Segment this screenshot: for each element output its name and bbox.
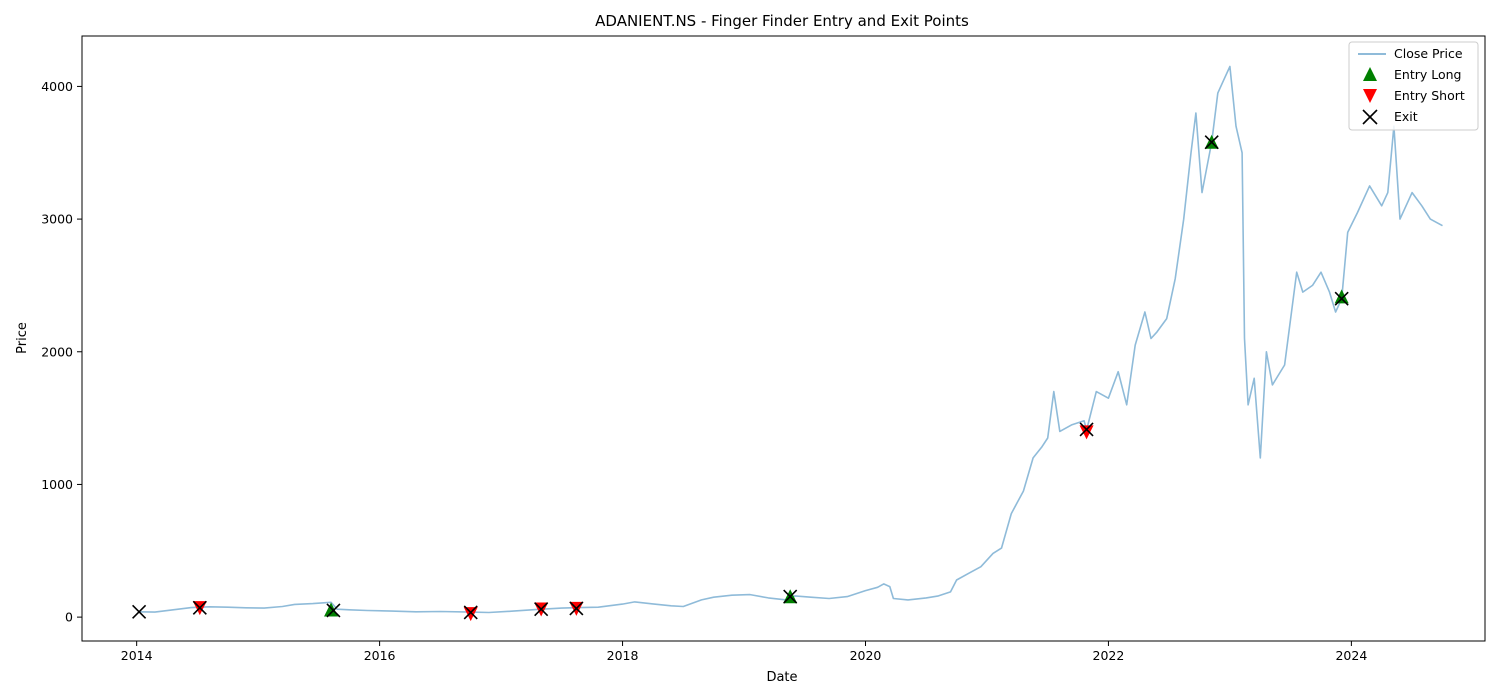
x-axis: 2014 2016 2018 2020 2022 2024: [121, 641, 1367, 663]
y-axis-title: Price: [15, 322, 30, 354]
x-tick-label: 2024: [1335, 648, 1367, 663]
exit-marker: [1079, 422, 1094, 437]
chart-title: ADANIENT.NS - Finger Finder Entry and Ex…: [595, 12, 969, 30]
x-tick-label: 2022: [1093, 648, 1125, 663]
legend-entry-long-swatch: [1363, 67, 1377, 81]
plot-frame: [81, 35, 1486, 642]
entry-short-marker: [1079, 425, 1094, 440]
legend-entry-long-label: Entry Long: [1394, 67, 1461, 82]
exit-marker: [569, 601, 584, 616]
exit-marker: [783, 589, 798, 604]
exit-marker: [1334, 291, 1349, 306]
y-tick-label: 2000: [41, 344, 73, 359]
entry-long-marker: [324, 602, 339, 617]
plot-layer: [132, 65, 1443, 622]
y-tick-label: 4000: [41, 79, 73, 94]
y-tick-label: 1000: [41, 477, 73, 492]
exit-marker: [192, 600, 207, 615]
legend-close-price-label: Close Price: [1394, 46, 1463, 61]
exit-marker: [463, 605, 478, 620]
exit-marker: [326, 603, 341, 618]
entry-short-marker: [463, 607, 478, 622]
exit-marker: [534, 602, 549, 617]
legend-box: [1348, 41, 1479, 131]
x-axis-title: Date: [766, 670, 797, 685]
y-tick-label: 3000: [41, 212, 73, 227]
x-tick-label: 2020: [850, 648, 882, 663]
y-tick-label: 0: [65, 610, 73, 625]
legend-exit-label: Exit: [1394, 109, 1418, 124]
exit-marker: [1204, 135, 1219, 150]
exit-marker: [132, 604, 147, 619]
legend-entry-short-swatch: [1363, 89, 1377, 103]
y-axis: 0 1000 2000 3000 4000: [41, 79, 82, 625]
x-tick-label: 2016: [364, 648, 396, 663]
legend: Close Price Entry Long Entry Short Exit: [1348, 41, 1479, 131]
entry-long-marker: [1334, 289, 1349, 304]
x-tick-label: 2018: [607, 648, 639, 663]
legend-exit-swatch: [1362, 109, 1378, 125]
x-tick-label: 2014: [121, 648, 153, 663]
legend-entry-short-label: Entry Short: [1394, 88, 1465, 103]
